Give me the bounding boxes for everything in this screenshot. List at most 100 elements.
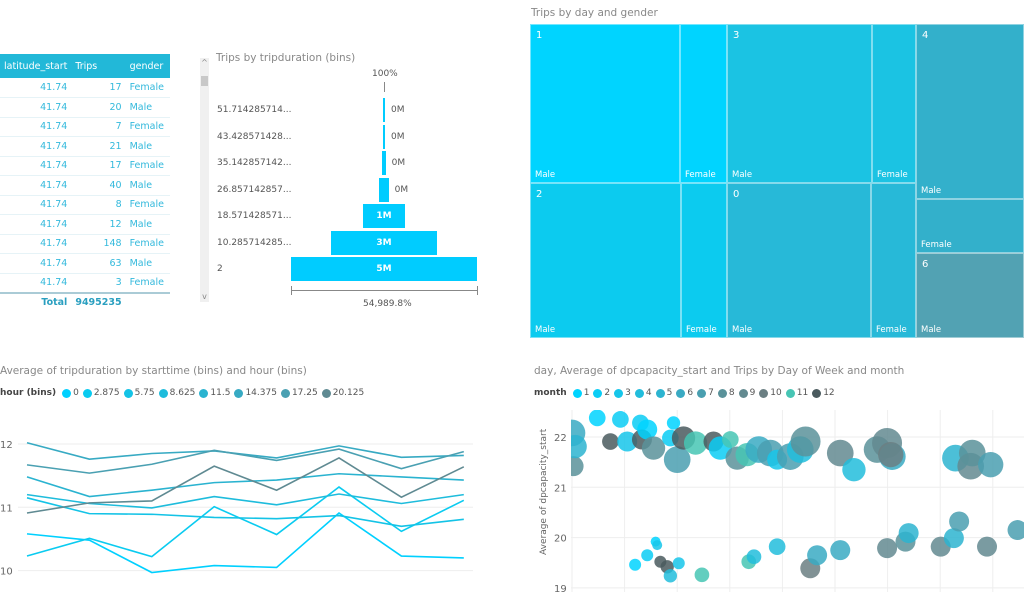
bubble[interactable]	[877, 538, 898, 559]
treemap-cell-female[interactable]: Female	[681, 183, 727, 338]
table-row[interactable]: 41.74 21 Male	[0, 136, 170, 157]
line-series-11.5[interactable]	[26, 472, 464, 498]
legend-item[interactable]: 2	[593, 388, 610, 398]
legend-item[interactable]: 5.75	[123, 388, 155, 398]
table-row[interactable]: 41.74 17 Female	[0, 156, 170, 176]
bubble[interactable]	[641, 436, 666, 460]
table-scrollbar[interactable]: ^ v	[200, 58, 209, 302]
line-series-20.125[interactable]	[26, 457, 465, 514]
treemap-cell-male[interactable]: 4 Male	[916, 24, 1024, 199]
funnel-bar[interactable]	[383, 124, 385, 149]
bubble[interactable]	[588, 410, 606, 427]
table-row[interactable]: 41.74 12 Male	[0, 214, 170, 235]
legend-item[interactable]: 2.875	[82, 388, 120, 398]
scroll-thumb[interactable]	[201, 76, 208, 86]
bubble[interactable]	[612, 411, 629, 428]
bubble[interactable]	[943, 528, 964, 549]
bubble[interactable]	[746, 549, 762, 565]
treemap-cell-female[interactable]: Female	[916, 199, 1024, 253]
funnel-bar[interactable]	[382, 151, 386, 175]
table-row[interactable]: 41.74 7 Female	[0, 117, 170, 137]
treemap-day-label: 0	[733, 189, 740, 200]
funnel-bar[interactable]: 1M	[362, 204, 405, 228]
treemap-cell-male[interactable]: 6 Male	[916, 253, 1024, 338]
line-series-14.375[interactable]	[26, 441, 464, 461]
bubble[interactable]	[790, 426, 821, 457]
treemap-cell-female[interactable]: Female	[871, 183, 916, 338]
bubble[interactable]	[683, 431, 708, 455]
bubble[interactable]	[949, 511, 970, 532]
table-row[interactable]: 41.74 20 Male	[0, 97, 170, 118]
bubble[interactable]	[637, 419, 658, 440]
col-trips[interactable]: Trips	[71, 54, 126, 78]
legend-item[interactable]: 10	[759, 388, 782, 398]
bubble[interactable]	[898, 523, 919, 544]
bubble[interactable]	[878, 441, 904, 468]
bubble[interactable]	[830, 540, 851, 561]
treemap-cell-male[interactable]: 1 Male	[530, 24, 680, 183]
bubble[interactable]	[768, 538, 786, 555]
line-series-2.875[interactable]	[26, 486, 465, 558]
bubble[interactable]	[826, 439, 854, 467]
scroll-down-icon[interactable]: v	[202, 292, 207, 301]
scroll-up-icon[interactable]: ^	[201, 58, 208, 67]
legend-item[interactable]: 0	[62, 388, 79, 398]
table-row[interactable]: 41.74 63 Male	[0, 253, 170, 274]
bubble[interactable]	[629, 558, 642, 571]
treemap-cell-female[interactable]: Female	[680, 24, 727, 183]
bubble[interactable]	[978, 451, 1004, 478]
table-row[interactable]: 41.74 148 Female	[0, 234, 170, 254]
treemap-cell-male[interactable]: 2 Male	[530, 183, 681, 338]
funnel-bar[interactable]	[383, 98, 385, 122]
bubble[interactable]	[602, 433, 619, 450]
bubble[interactable]	[807, 545, 828, 566]
legend-item[interactable]: 5	[655, 388, 672, 398]
table-row[interactable]: 41.74 40 Male	[0, 175, 170, 196]
legend-item[interactable]: 8	[717, 388, 735, 398]
bubble[interactable]	[842, 458, 866, 482]
bubble[interactable]	[694, 567, 710, 583]
bubble[interactable]	[617, 431, 638, 452]
legend-item[interactable]: 7	[697, 388, 714, 398]
legend-item[interactable]: 6	[676, 388, 693, 398]
legend-item[interactable]: 11	[785, 388, 808, 398]
bubble[interactable]	[652, 540, 663, 551]
line-series-8.625[interactable]	[26, 493, 464, 509]
bubble[interactable]	[564, 456, 584, 477]
legend-item[interactable]: 14.375	[234, 388, 277, 398]
line-series-5.75[interactable]	[26, 497, 464, 528]
table-row[interactable]: 41.74 17 Female	[0, 78, 170, 98]
col-gender[interactable]: gender	[125, 54, 170, 78]
bubble[interactable]	[663, 569, 678, 583]
treemap-cell-female[interactable]: Female	[872, 24, 916, 183]
legend-item[interactable]: 3	[614, 388, 631, 398]
trips-cell: 63	[71, 253, 126, 274]
legend-item[interactable]: 20.125	[321, 388, 364, 398]
legend-item[interactable]: 8.625	[158, 388, 195, 398]
table-row[interactable]: 41.74 8 Female	[0, 195, 170, 215]
bubble[interactable]	[641, 549, 654, 562]
table-row[interactable]: 41.74 3 Female	[0, 273, 170, 293]
legend-item[interactable]: 1	[572, 388, 589, 398]
bubble[interactable]	[958, 439, 986, 467]
legend-item[interactable]: 12	[812, 388, 835, 398]
bubble[interactable]	[721, 431, 739, 448]
legend-item[interactable]: 9	[738, 388, 755, 398]
bubble[interactable]	[1007, 520, 1024, 541]
line-series-0[interactable]	[26, 511, 464, 574]
bubble[interactable]	[563, 434, 587, 459]
treemap-cell-male[interactable]: 3 Male	[727, 24, 872, 183]
treemap-cell-male[interactable]: 0 Male	[727, 183, 871, 338]
legend-item[interactable]: 11.5	[199, 388, 230, 398]
bubble[interactable]	[977, 536, 998, 557]
bubble[interactable]	[666, 416, 681, 430]
funnel-bar[interactable]: 5M	[291, 257, 477, 281]
col-latitude-start[interactable]: latitude_start	[0, 54, 72, 78]
bubble[interactable]	[672, 557, 685, 570]
bubble[interactable]	[663, 446, 691, 473]
funnel-bar[interactable]	[379, 177, 389, 202]
funnel-bar[interactable]: 3M	[331, 230, 437, 255]
legend-item[interactable]: 4	[634, 388, 652, 398]
legend-item[interactable]: 17.25	[280, 388, 318, 398]
line-series-17.25[interactable]	[26, 448, 465, 474]
